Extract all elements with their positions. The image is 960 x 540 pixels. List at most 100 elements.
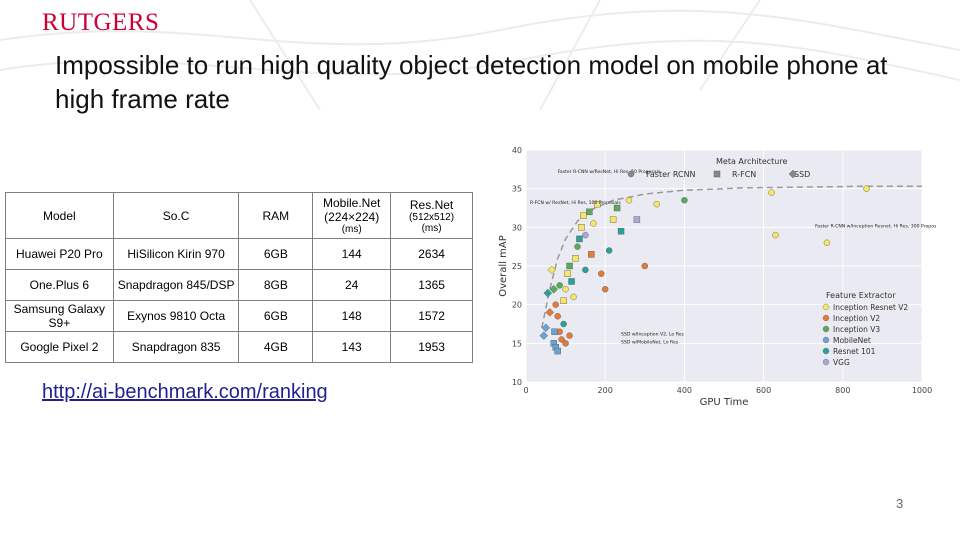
header-model: Model — [5, 192, 114, 239]
y-tick-label: 40 — [512, 146, 522, 155]
rutgers-logo: RUTGERS — [42, 9, 159, 37]
ai-benchmark-link[interactable]: http://ai-benchmark.com/ranking — [42, 381, 328, 403]
data-point — [558, 336, 565, 343]
annotation-label: SSD w/Inception V2, Lo Res — [621, 332, 684, 338]
data-point — [582, 231, 589, 239]
slide-title: Impossible to run high quality object de… — [55, 50, 888, 114]
data-point — [568, 278, 575, 285]
data-point — [574, 243, 581, 250]
data-point — [633, 216, 641, 223]
data-point — [772, 231, 779, 239]
cell-model: Huawei P20 Pro — [5, 238, 114, 270]
legend-extractor-entry: Inception Resnet V2 — [833, 303, 908, 312]
cell-ram: 8GB — [238, 269, 314, 301]
data-point — [543, 288, 553, 298]
annotation-label: SSD w/MobileNet, Lo Res — [621, 339, 679, 345]
y-tick-label: 20 — [512, 301, 522, 310]
data-point — [566, 332, 573, 339]
x-tick-label: 400 — [677, 386, 692, 395]
cell-ram: 6GB — [238, 238, 314, 270]
cell-resnet: 1572 — [390, 300, 473, 332]
x-tick-label: 800 — [835, 386, 850, 395]
cell-model: One.Plus 6 — [5, 269, 114, 301]
table-row: One.Plus 6 Snapdragon 845/DSP 8GB 24 136… — [5, 269, 473, 301]
legend-meta-entry: R-FCN — [732, 170, 756, 179]
legend-meta-entry: Faster RCNN — [646, 170, 696, 179]
cell-resnet: 2634 — [390, 238, 473, 270]
seal-watermark — [0, 0, 960, 111]
cell-resnet: 1365 — [390, 269, 473, 301]
x-tick-label: 200 — [598, 386, 613, 395]
legend-color-swatch — [822, 303, 830, 311]
y-axis-label: Overall mAP — [498, 235, 509, 297]
legend-extractor-entry: Resnet 101 — [833, 347, 876, 356]
annotation-label: R-FCN w/ ResNet, Hi Res, 100 Proposals — [530, 200, 621, 206]
data-point — [564, 270, 571, 277]
legend-circle-marker — [627, 170, 635, 178]
legend-color-swatch — [822, 325, 830, 333]
data-point — [578, 224, 585, 231]
y-tick-label: 25 — [512, 262, 522, 271]
cell-model: Google Pixel 2 — [5, 331, 114, 363]
header-resnet: Res.Net (512x512) (ms) — [390, 192, 473, 239]
table-row: Samsung Galaxy S9+ Exynos 9810 Octa 6GB … — [5, 300, 473, 332]
data-point — [552, 301, 559, 308]
cell-model: Samsung Galaxy S9+ — [5, 300, 114, 332]
frontier-curve — [541, 185, 922, 329]
benchmark-table: Model So.C RAM Mobile.Net (224×224) (ms)… — [5, 192, 473, 363]
data-point — [598, 270, 605, 277]
header-ram: RAM — [238, 192, 314, 239]
logo-text: RUTGERS — [42, 9, 160, 36]
data-point — [681, 197, 688, 204]
header-mobilenet: Mobile.Net (224×224) (ms) — [312, 192, 392, 239]
legend-meta-title: Meta Architecture — [716, 157, 787, 166]
table-row: Google Pixel 2 Snapdragon 835 4GB 143 19… — [5, 331, 473, 363]
legend-square-marker — [713, 170, 721, 178]
data-point — [588, 251, 595, 258]
legend-diamond-marker — [788, 169, 798, 179]
cell-mobilenet: 143 — [312, 331, 392, 363]
legend-extractor-title: Feature Extractor — [826, 291, 896, 300]
y-tick-label: 35 — [512, 185, 522, 194]
data-point — [562, 340, 569, 347]
data-point — [560, 297, 567, 305]
data-point — [539, 331, 549, 340]
data-point — [590, 220, 597, 227]
cell-mobilenet: 148 — [312, 300, 392, 332]
data-point — [609, 216, 617, 223]
data-point — [576, 235, 583, 243]
data-point — [625, 197, 633, 204]
legend-color-swatch — [822, 314, 830, 322]
y-tick-label: 10 — [512, 378, 522, 387]
annotation-label: Faster R-CNN w/ResNet, Hi Res, 50 Propos… — [558, 169, 661, 175]
data-point — [641, 262, 649, 270]
data-point — [562, 285, 569, 293]
legend-color-swatch — [822, 358, 830, 366]
y-tick-label: 30 — [512, 223, 522, 232]
annotation-label: Faster R-CNN w/Inception Resnet, Hi Res,… — [815, 223, 936, 229]
data-point — [823, 239, 831, 247]
data-point — [580, 212, 587, 219]
cell-soc: Exynos 9810 Octa — [112, 300, 240, 332]
x-tick-label: 0 — [523, 386, 528, 395]
data-point — [547, 265, 557, 275]
legend-extractor-entry: Inception V3 — [833, 325, 880, 334]
page-number: 3 — [896, 496, 904, 511]
cell-ram: 6GB — [238, 300, 314, 332]
legend-meta-entry: SSD — [794, 170, 810, 179]
x-tick-label: 600 — [756, 386, 771, 395]
map-vs-gpu-time-chart: 0 200 400 600 800 1000 10 15 20 25 30 35 40 Faster R… — [498, 146, 936, 408]
data-point — [541, 323, 551, 333]
data-point — [594, 200, 601, 208]
data-point — [605, 247, 613, 254]
data-point — [560, 320, 567, 328]
data-point — [554, 313, 561, 320]
y-tick-label: 15 — [512, 339, 522, 348]
data-point — [863, 185, 870, 192]
data-point — [570, 293, 577, 301]
legend-color-swatch — [822, 347, 830, 355]
cell-resnet: 1953 — [390, 331, 473, 363]
table-row: Huawei P20 Pro HiSilicon Kirin 970 6GB 1… — [5, 238, 473, 270]
cell-soc: Snapdragon 835 — [112, 331, 240, 363]
data-point — [582, 266, 589, 274]
